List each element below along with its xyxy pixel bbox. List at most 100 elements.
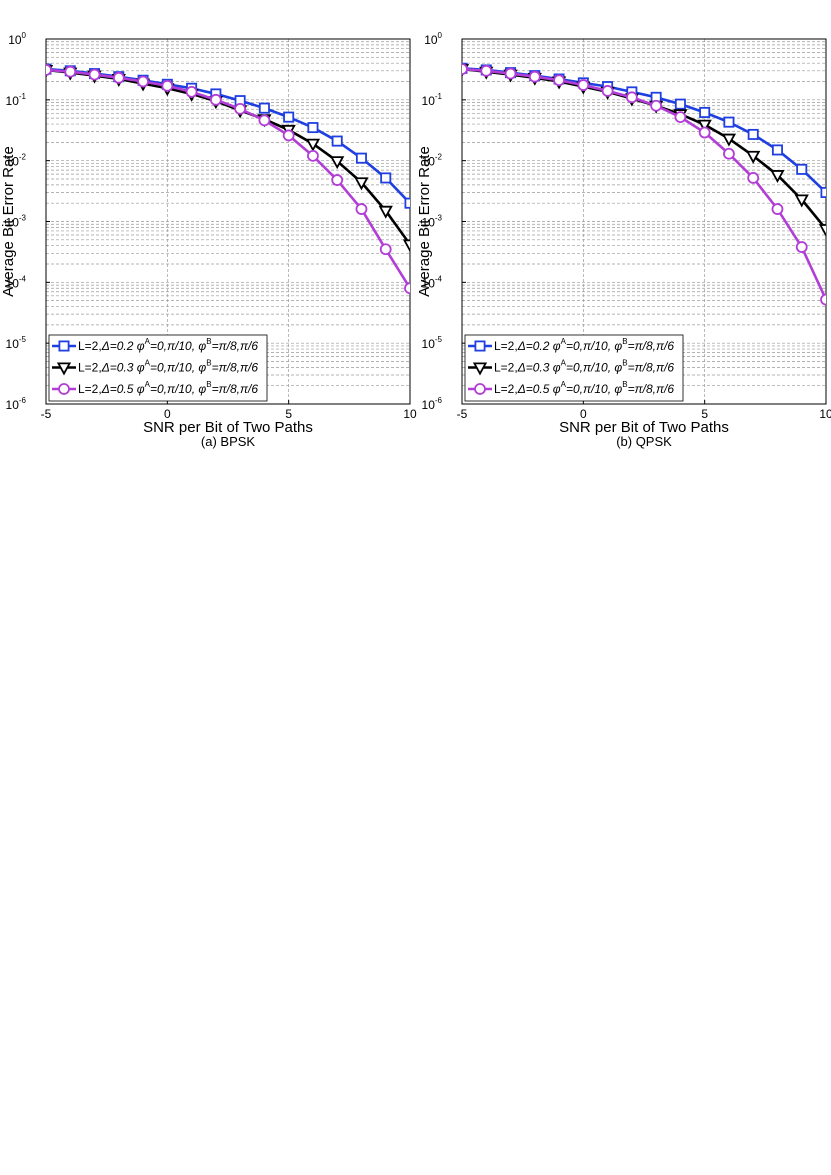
panel-a-series-3-point: [234, 102, 247, 115]
panel-b-legend-phiB: =π/8,π/6: [628, 339, 675, 353]
panel-a-legend-box: [48, 334, 268, 402]
panel-b-x-tick-label: 10: [819, 407, 831, 421]
panel-a-legend-sup: A: [145, 359, 151, 368]
panel-b-legend-swatch-marker: [474, 383, 486, 395]
panel-a-y-tick-label: 100: [8, 31, 26, 47]
panel-a-legend-sup: B: [206, 337, 211, 346]
panel-b-legend-swatch-marker: [472, 362, 488, 376]
panel-b-legend-sup: A: [561, 380, 567, 389]
panel-a-legend-sup: B: [206, 380, 211, 389]
panel-b-y-tick-exp: -2: [435, 153, 443, 162]
panel-b-series-1-point: [820, 186, 826, 198]
panel-a-x-tick-label: 10: [403, 407, 417, 421]
panel-b-series-1-point: [796, 163, 808, 175]
panel-a-y-tick-base: 10: [6, 94, 20, 108]
panel-b-legend-phi: φ: [611, 361, 622, 375]
panel-a-y-tick-base: 10: [6, 276, 20, 290]
panel-a-series-2-point: [378, 205, 393, 219]
panel-b-series-2-point: [770, 170, 785, 184]
panel-a-y-tick-label: 10-3: [6, 214, 27, 230]
panel-a-series-3-point: [88, 68, 101, 81]
panel-a-legend-phiB: =π/8,π/6: [212, 361, 259, 375]
panel-a-legend-label: L=2,Δ=0.3 φA=0,π/10, φB=π/8,π/6: [78, 359, 258, 375]
panel-b-series-2-point: [746, 150, 761, 164]
panel-b-y-tick-label: 10-5: [422, 335, 443, 351]
panel-b-x-axis-label: SNR per Bit of Two Paths: [559, 419, 729, 436]
panel-b-series-3-point: [820, 293, 826, 306]
panel-a-series-3-point: [331, 174, 344, 186]
panel-b-y-tick-exp: -5: [435, 335, 443, 344]
panel-a-y-tick-base: 10: [6, 337, 20, 351]
panel-a-plot-area: [46, 63, 410, 295]
panel-b-y-axis-label: Average Bit Error Rate: [416, 146, 433, 297]
panel-a-legend-phiA: =0,π/10,: [150, 339, 195, 353]
panel-a-legend-swatch-marker: [58, 383, 70, 395]
panel-b-series-2-point: [721, 133, 737, 147]
panel-b-caption: (b) QPSK: [616, 434, 672, 449]
panel-a-legend-label: L=2,Δ=0.5 φA=0,π/10, φB=π/8,π/6: [78, 380, 258, 396]
panel-a-legend-entry: L=2,Δ=0.3 φA=0,π/10, φB=π/8,π/6: [52, 359, 258, 376]
panel-b-series-3-point: [625, 91, 638, 104]
panel-a-y-tick-exp: -6: [19, 396, 27, 405]
panel-a-legend-delta: Δ=0.3: [101, 361, 134, 375]
panel-b-y-tick-exp: -6: [435, 396, 443, 405]
panel-b-y-tick-exp: 0: [438, 31, 443, 40]
panel-b-legend-delta: Δ=0.3: [517, 361, 550, 375]
panel-a-y-tick-exp: -3: [19, 214, 27, 223]
panel-b-y-tick-base: 10: [422, 276, 436, 290]
panel-a-series-3-point: [209, 93, 222, 106]
panel-b-y-tick-base: 10: [422, 155, 436, 169]
panel-a-series-2-point: [402, 239, 410, 253]
panel-a-legend-phi: φ: [195, 361, 206, 375]
panel-b-legend-prefix: L=2,: [494, 361, 518, 375]
panel-a-y-tick-label: 10-4: [6, 274, 27, 290]
panel-a-series-3-point: [137, 75, 149, 88]
panel-a-legend-label: L=2,Δ=0.2 φA=0,π/10, φB=π/8,π/6: [78, 337, 258, 353]
panel-a-series-3-point: [46, 64, 52, 76]
panel-b-legend-sup: B: [622, 337, 627, 346]
panel-a-series-1-line: [46, 67, 410, 205]
panel-a-y-tick-exp: -1: [19, 92, 27, 101]
panel-b-y-tick-base: 10: [422, 337, 436, 351]
panel-b-y-tick-label: 10-4: [422, 274, 443, 290]
panel-a-y-tick-label: 10-6: [6, 396, 27, 412]
panel-b-series-3-line: [462, 67, 826, 301]
panel-b-legend-sup: B: [622, 380, 627, 389]
panel-b-series-3-point: [553, 74, 565, 87]
panel-a-legend-phi: φ: [133, 339, 144, 353]
panel-a-legend-swatch-marker: [56, 362, 72, 376]
panel-a-legend-phi: φ: [195, 382, 206, 396]
panel-a-series-1: [46, 63, 410, 209]
panel-a-legend: L=2,Δ=0.2 φA=0,π/10, φB=π/8,π/6L=2,Δ=0.3…: [48, 334, 268, 402]
panel-b-y-tick-label: 100: [424, 31, 442, 47]
panel-b-y-tick-base: 10: [422, 216, 436, 230]
panel-b-legend-delta: Δ=0.5: [517, 382, 550, 396]
panel-a-series-3-point: [404, 282, 410, 295]
panel-b-series-3-point: [795, 241, 808, 253]
panel-a-y-axis-label: Average Bit Error Rate: [0, 146, 17, 297]
panel-a-legend-phi: φ: [195, 339, 206, 353]
panel-b-series-1-point: [771, 144, 783, 156]
panel-b-y-tick-exp: -3: [435, 214, 443, 223]
panel-b-y-tick-label: 10-2: [422, 153, 443, 169]
panel-a-y-tick-exp: 0: [22, 31, 27, 40]
panel-b-series-3-point: [528, 70, 541, 83]
panel-b-plot-area: [462, 62, 826, 306]
panel-a-series-3-point: [282, 129, 295, 142]
panel-a-legend-phiB: =π/8,π/6: [212, 339, 259, 353]
panel-a-series-3-point: [64, 65, 77, 78]
panel-b-x-tick-label: 5: [701, 407, 708, 421]
panel-b-legend-phi: φ: [549, 339, 560, 353]
panel-b-legend-phiB: =π/8,π/6: [628, 361, 675, 375]
panel-a-y-tick-exp: -5: [19, 335, 27, 344]
panel-a-series-3: [46, 64, 410, 295]
panel-b-y-tick-base: 10: [424, 33, 438, 47]
panel-a-series-1-point: [404, 197, 410, 209]
panel-a-y-tick-exp: -4: [19, 274, 27, 283]
panel-a-y-tick-label: 10-1: [6, 92, 27, 108]
panel-a-series-3-point: [379, 243, 392, 256]
panel-b-legend-prefix: L=2,: [494, 339, 518, 353]
panel-a-y-tick-label: 10-2: [6, 153, 27, 169]
